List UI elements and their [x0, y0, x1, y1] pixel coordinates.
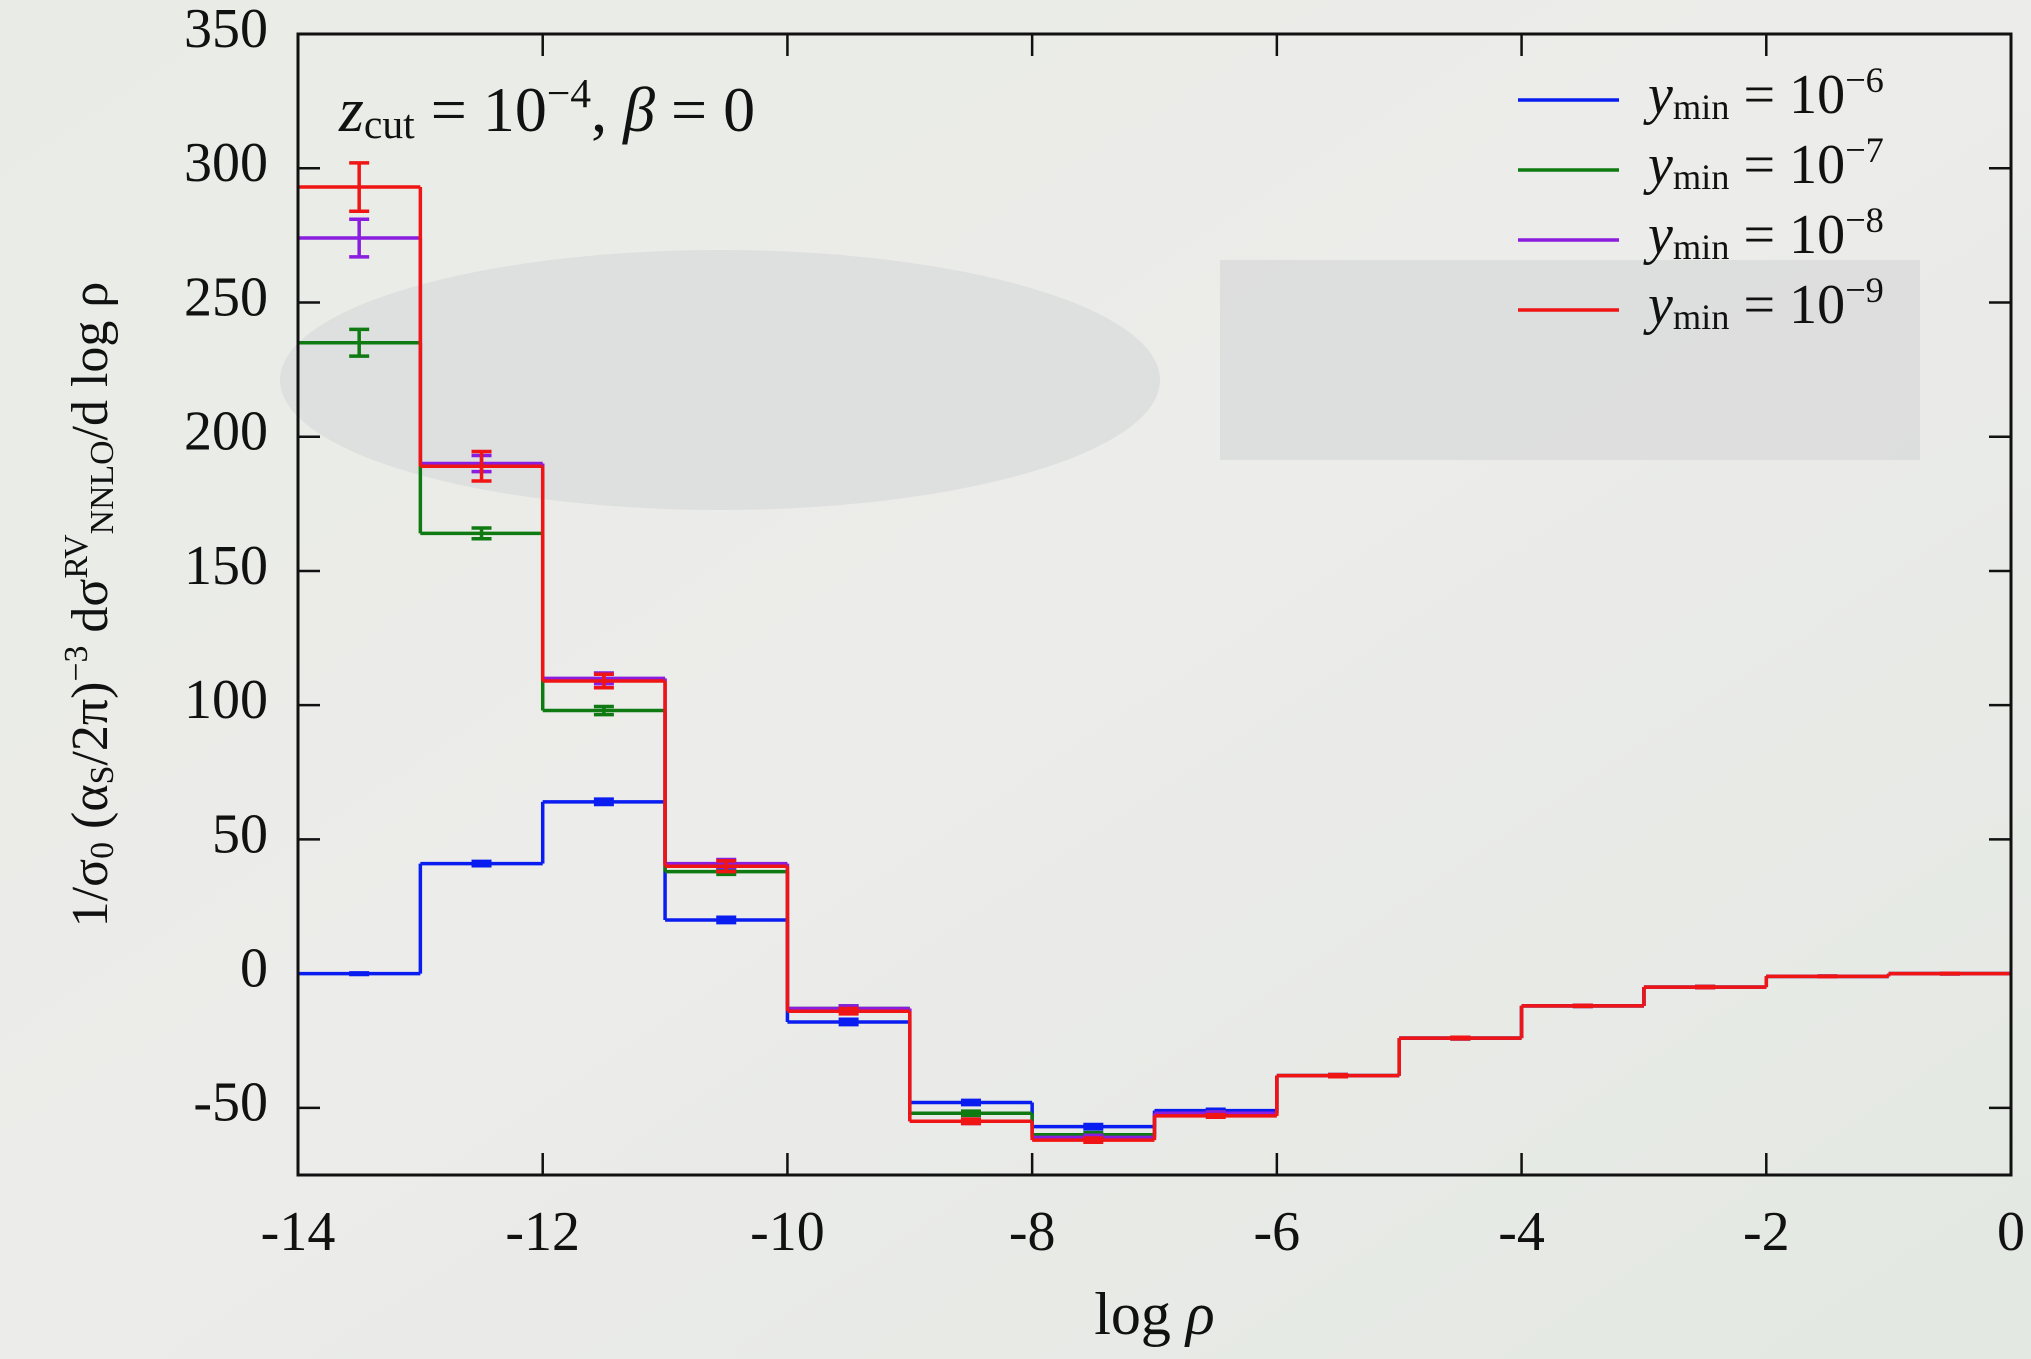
- error-bar: [1573, 1005, 1593, 1006]
- error-bar: [1450, 1037, 1470, 1039]
- y-axis-label: 1/σ0 (αS/2π)−3 dσRVNNLO/d log ρ: [58, 282, 120, 928]
- text-part: = 10: [1729, 204, 1845, 266]
- text-part: min: [1673, 87, 1730, 127]
- x-tick-label: -2: [1743, 1201, 1790, 1263]
- y-tick-label: 0: [240, 937, 268, 999]
- text-part: β: [621, 74, 655, 145]
- text-part: −4: [547, 70, 591, 116]
- text-part: ρ: [1184, 1281, 1215, 1347]
- text-part: −9: [1845, 270, 1884, 310]
- text-part: −8: [1845, 200, 1884, 240]
- x-tick-label: -12: [505, 1201, 580, 1263]
- x-tick-label: -14: [261, 1201, 336, 1263]
- error-bar: [1328, 1075, 1348, 1077]
- text-part: y: [1643, 274, 1673, 336]
- text-part: dσ: [62, 579, 119, 646]
- background-shape: [280, 250, 1160, 510]
- text-part: /d log ρ: [62, 282, 119, 441]
- x-tick-label: -6: [1254, 1201, 1301, 1263]
- text-part: min: [1673, 297, 1730, 337]
- text-part: 1/σ: [62, 859, 119, 927]
- text-part: −6: [1845, 60, 1884, 100]
- background: [0, 0, 2031, 1359]
- error-bar: [349, 973, 369, 975]
- y-tick-label: -50: [193, 1072, 268, 1134]
- text-part: y: [1643, 64, 1673, 126]
- text-part: = 10: [1729, 134, 1845, 196]
- y-tick-label: 350: [184, 0, 268, 60]
- text-part: = 10: [1729, 64, 1845, 126]
- chart: -50 0 50 100 150 200 250 300 350 -14 -12 -10 -8 -6 -4 -…: [0, 0, 2031, 1359]
- y-tick-label: 50: [212, 803, 268, 865]
- text-part: = 10: [415, 74, 547, 145]
- text-part: y: [1643, 204, 1673, 266]
- error-bar: [1940, 973, 1960, 974]
- x-tick-label: -4: [1498, 1201, 1545, 1263]
- text-part: S: [84, 766, 121, 785]
- text-part: 0: [84, 842, 121, 859]
- x-tick-label: -8: [1009, 1201, 1056, 1263]
- text-part: ,: [591, 74, 623, 145]
- text-part: min: [1673, 227, 1730, 267]
- text-part: RV: [58, 534, 95, 579]
- text-part: cut: [364, 101, 415, 147]
- y-tick-label: 200: [184, 401, 268, 463]
- text-part: = 0: [655, 74, 755, 145]
- text-part: min: [1673, 157, 1730, 197]
- text-part: z: [338, 74, 364, 145]
- x-tick-label: -10: [750, 1201, 825, 1263]
- text-part: −7: [1845, 130, 1884, 170]
- error-bar: [1695, 987, 1715, 988]
- text-part: log: [1094, 1281, 1186, 1347]
- text-part: y: [1643, 134, 1673, 196]
- text-part: = 10: [1729, 274, 1845, 336]
- y-tick-label: 250: [184, 266, 268, 328]
- error-bar: [1206, 1115, 1226, 1118]
- y-tick-label: 100: [184, 669, 268, 731]
- text-part: NNLO: [84, 440, 121, 534]
- y-tick-label: 300: [184, 132, 268, 194]
- x-axis-label: log ρ: [1094, 1281, 1214, 1347]
- text-part: −3: [58, 646, 95, 682]
- y-tick-label: 150: [184, 535, 268, 597]
- x-tick-label: 0: [1997, 1201, 2025, 1263]
- page: {"chart_data": {"type": "step", "annotat…: [0, 0, 2031, 1359]
- text-part: (α: [62, 784, 119, 842]
- text-part: /2π): [62, 682, 119, 766]
- error-bar: [1817, 976, 1837, 977]
